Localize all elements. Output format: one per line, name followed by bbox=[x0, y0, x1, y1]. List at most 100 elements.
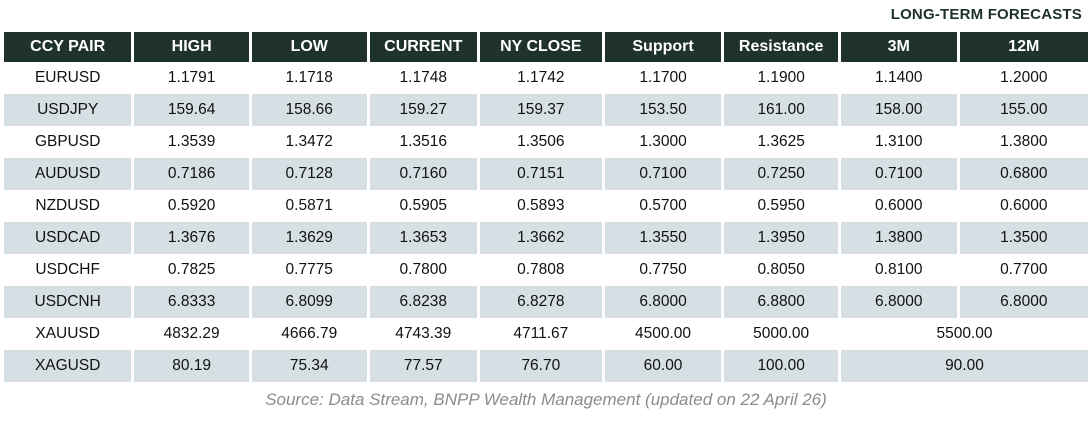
ccy-pair-cell: USDJPY bbox=[4, 94, 133, 126]
ccy-pair-cell: GBPUSD bbox=[4, 126, 133, 158]
value-cell: 0.5950 bbox=[721, 190, 840, 222]
value-cell: 6.8238 bbox=[366, 286, 479, 318]
value-cell: 0.5871 bbox=[248, 190, 369, 222]
value-cell: 0.7775 bbox=[248, 254, 369, 286]
value-cell: 1.3472 bbox=[248, 126, 369, 158]
ccy-pair-cell: EURUSD bbox=[4, 62, 133, 94]
value-cell: 0.5920 bbox=[131, 190, 251, 222]
value-cell: 1.1791 bbox=[131, 62, 251, 94]
value-cell: 153.50 bbox=[601, 94, 723, 126]
column-header-current: CURRENT bbox=[366, 32, 479, 62]
value-cell: 1.3000 bbox=[601, 126, 723, 158]
column-header-12m: 12M bbox=[956, 32, 1088, 62]
value-cell: 0.7100 bbox=[837, 158, 959, 190]
value-cell: 1.1742 bbox=[476, 62, 604, 94]
table-row-nzdusd: NZDUSD 0.5920 0.5871 0.5905 0.5893 0.5700 0.59… bbox=[4, 190, 1088, 222]
value-cell: 0.7250 bbox=[721, 158, 840, 190]
value-cell: 1.1718 bbox=[248, 62, 369, 94]
value-cell: 0.7800 bbox=[366, 254, 479, 286]
table-row-usdchf: USDCHF 0.7825 0.7775 0.7800 0.7808 0.7750 0.80… bbox=[4, 254, 1088, 286]
column-header-3m: 3M bbox=[837, 32, 959, 62]
table-row-xagusd: XAGUSD 80.19 75.34 77.57 76.70 60.00 100.00 90.… bbox=[4, 350, 1088, 382]
merged-3m-12m-cell: 5500.00 bbox=[837, 318, 1088, 350]
value-cell: 6.8099 bbox=[248, 286, 369, 318]
value-cell: 159.37 bbox=[476, 94, 604, 126]
table-row-usdcad: USDCAD 1.3676 1.3629 1.3653 1.3662 1.3550 1.39… bbox=[4, 222, 1088, 254]
value-cell: 1.3662 bbox=[476, 222, 604, 254]
value-cell: 1.1900 bbox=[721, 62, 840, 94]
value-cell: 5000.00 bbox=[721, 318, 840, 350]
value-cell: 76.70 bbox=[476, 350, 604, 382]
value-cell: 1.3500 bbox=[956, 222, 1088, 254]
table-row-gbpusd: GBPUSD 1.3539 1.3472 1.3516 1.3506 1.3000 1.36… bbox=[4, 126, 1088, 158]
value-cell: 0.5905 bbox=[366, 190, 479, 222]
value-cell: 0.5893 bbox=[476, 190, 604, 222]
value-cell: 0.7151 bbox=[476, 158, 604, 190]
value-cell: 0.7100 bbox=[601, 158, 723, 190]
value-cell: 0.7825 bbox=[131, 254, 251, 286]
table-row-audusd: AUDUSD 0.7186 0.7128 0.7160 0.7151 0.7100 0.72… bbox=[4, 158, 1088, 190]
value-cell: 1.1400 bbox=[837, 62, 959, 94]
value-cell: 4711.67 bbox=[476, 318, 604, 350]
value-cell: 4500.00 bbox=[601, 318, 723, 350]
column-header-high: HIGH bbox=[131, 32, 251, 62]
value-cell: 1.3676 bbox=[131, 222, 251, 254]
value-cell: 6.8000 bbox=[956, 286, 1088, 318]
value-cell: 1.3550 bbox=[601, 222, 723, 254]
value-cell: 0.7750 bbox=[601, 254, 723, 286]
value-cell: 159.27 bbox=[366, 94, 479, 126]
column-header-resistance: Resistance bbox=[721, 32, 840, 62]
value-cell: 77.57 bbox=[366, 350, 479, 382]
fx-forecast-table: CCY PAIR HIGH LOW CURRENT NY CLOSE Support Res… bbox=[4, 32, 1088, 382]
value-cell: 1.2000 bbox=[956, 62, 1088, 94]
value-cell: 1.3100 bbox=[837, 126, 959, 158]
column-header-ccy-pair: CCY PAIR bbox=[4, 32, 133, 62]
value-cell: 1.3539 bbox=[131, 126, 251, 158]
value-cell: 159.64 bbox=[131, 94, 251, 126]
ccy-pair-cell: USDCNH bbox=[4, 286, 133, 318]
value-cell: 0.6800 bbox=[956, 158, 1088, 190]
value-cell: 0.7808 bbox=[476, 254, 604, 286]
value-cell: 0.6000 bbox=[837, 190, 959, 222]
value-cell: 4666.79 bbox=[248, 318, 369, 350]
value-cell: 0.7128 bbox=[248, 158, 369, 190]
table-body: EURUSD 1.1791 1.1718 1.1748 1.1742 1.1700 1.19… bbox=[4, 62, 1088, 382]
value-cell: 1.3800 bbox=[956, 126, 1088, 158]
ccy-pair-cell: USDCHF bbox=[4, 254, 133, 286]
column-header-support: Support bbox=[601, 32, 723, 62]
value-cell: 6.8000 bbox=[837, 286, 959, 318]
long-term-forecasts-label: LONG-TERM FORECASTS bbox=[890, 6, 1082, 23]
value-cell: 158.66 bbox=[248, 94, 369, 126]
ccy-pair-cell: USDCAD bbox=[4, 222, 133, 254]
column-header-ny-close: NY CLOSE bbox=[476, 32, 604, 62]
value-cell: 1.3629 bbox=[248, 222, 369, 254]
value-cell: 75.34 bbox=[248, 350, 369, 382]
value-cell: 0.8050 bbox=[721, 254, 840, 286]
table-row-usdcnh: USDCNH 6.8333 6.8099 6.8238 6.8278 6.8000 6.88… bbox=[4, 286, 1088, 318]
value-cell: 0.8100 bbox=[837, 254, 959, 286]
value-cell: 1.3625 bbox=[721, 126, 840, 158]
merged-3m-12m-cell: 90.00 bbox=[837, 350, 1088, 382]
source-attribution: Source: Data Stream, BNPP Wealth Managem… bbox=[265, 390, 827, 409]
value-cell: 1.3516 bbox=[366, 126, 479, 158]
value-cell: 6.8800 bbox=[721, 286, 840, 318]
value-cell: 100.00 bbox=[721, 350, 840, 382]
value-cell: 6.8333 bbox=[131, 286, 251, 318]
value-cell: 60.00 bbox=[601, 350, 723, 382]
column-header-low: LOW bbox=[248, 32, 369, 62]
value-cell: 158.00 bbox=[837, 94, 959, 126]
value-cell: 0.7700 bbox=[956, 254, 1088, 286]
value-cell: 1.3800 bbox=[837, 222, 959, 254]
table-row-eurusd: EURUSD 1.1791 1.1718 1.1748 1.1742 1.1700 1.19… bbox=[4, 62, 1088, 94]
value-cell: 4832.29 bbox=[131, 318, 251, 350]
ccy-pair-cell: XAUUSD bbox=[4, 318, 133, 350]
value-cell: 1.3653 bbox=[366, 222, 479, 254]
ccy-pair-cell: XAGUSD bbox=[4, 350, 133, 382]
value-cell: 0.7160 bbox=[366, 158, 479, 190]
ccy-pair-cell: AUDUSD bbox=[4, 158, 133, 190]
value-cell: 0.5700 bbox=[601, 190, 723, 222]
value-cell: 0.6000 bbox=[956, 190, 1088, 222]
value-cell: 1.1700 bbox=[601, 62, 723, 94]
ccy-pair-cell: NZDUSD bbox=[4, 190, 133, 222]
